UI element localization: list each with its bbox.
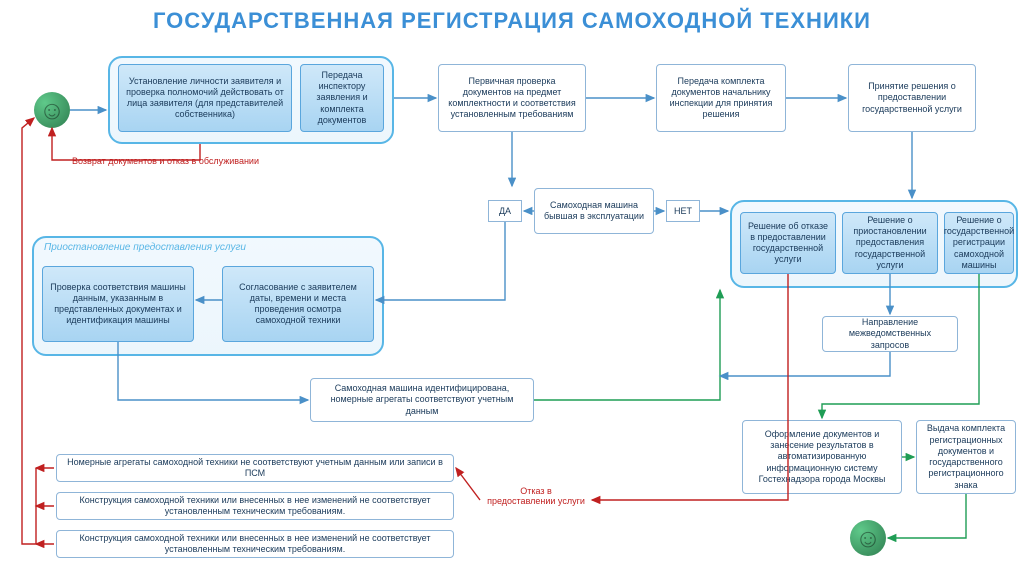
node-to-chief: Передача комплекта документов начальнику… bbox=[656, 64, 786, 132]
node-transfer: Передача инспектору заявления и комплект… bbox=[300, 64, 384, 132]
reject-reason-3: Конструкция самоходной техники или внесе… bbox=[56, 530, 454, 558]
node-register: Решение о государственной регистрации са… bbox=[944, 212, 1014, 274]
node-identified: Самоходная машина идентифицирована, номе… bbox=[310, 378, 534, 422]
return-docs-label: Возврат документов и отказ в обслуживани… bbox=[72, 156, 259, 166]
group-suspend-label: Приостановление предоставления услуги bbox=[44, 242, 246, 253]
decision-yes: ДА bbox=[488, 200, 522, 222]
node-check: Первичная проверка документов на предмет… bbox=[438, 64, 586, 132]
page-title: ГОСУДАРСТВЕННАЯ РЕГИСТРАЦИЯ САМОХОДНОЙ Т… bbox=[0, 8, 1024, 34]
reject-reason-1: Номерные агрегаты самоходной техники не … bbox=[56, 454, 454, 482]
node-verify: Проверка соответствия машины данным, ука… bbox=[42, 266, 194, 342]
node-used: Самоходная машина бывшая в эксплуатации bbox=[534, 188, 654, 234]
decision-no: НЕТ bbox=[666, 200, 700, 222]
end-icon bbox=[850, 520, 886, 556]
node-schedule: Согласование с заявителем даты, времени … bbox=[222, 266, 374, 342]
node-deny: Решение об отказе в предоставлении госуд… bbox=[740, 212, 836, 274]
start-icon bbox=[34, 92, 70, 128]
reject-reason-2: Конструкция самоходной техники или внесе… bbox=[56, 492, 454, 520]
node-decision: Принятие решения о предоставлении госуда… bbox=[848, 64, 976, 132]
refusal-label: Отказ в предоставлении услуги bbox=[486, 486, 586, 506]
node-requests: Направление межведомственных запросов bbox=[822, 316, 958, 352]
node-suspend: Решение о приостановлении предоставления… bbox=[842, 212, 938, 274]
node-paperwork: Оформление документов и занесение резуль… bbox=[742, 420, 902, 494]
node-issue: Выдача комплекта регистрационных докумен… bbox=[916, 420, 1016, 494]
node-identity: Установление личности заявителя и провер… bbox=[118, 64, 292, 132]
